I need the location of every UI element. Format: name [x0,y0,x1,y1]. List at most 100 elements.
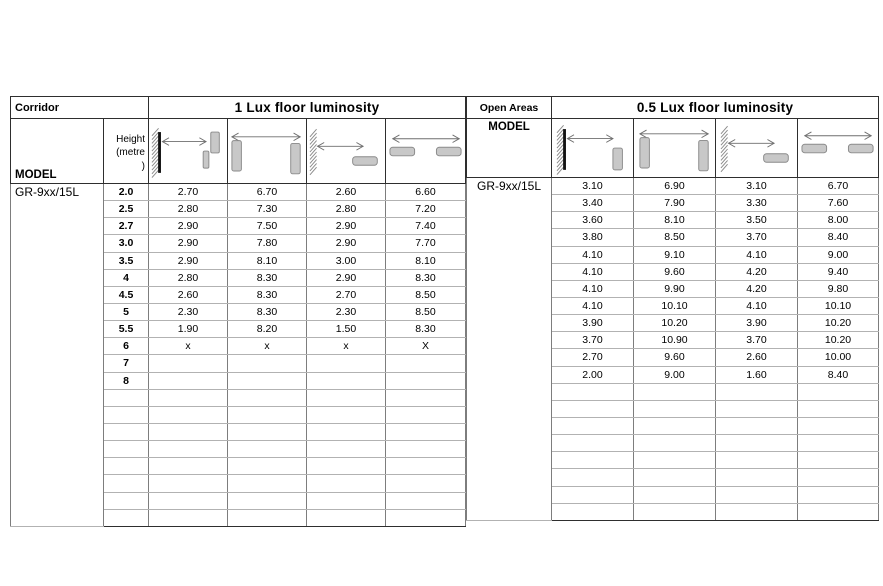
value-cell: 9.60 [633,348,716,367]
value-cell [715,416,798,436]
value-cell: 2.80 [306,200,386,219]
table-row: MODEL Height (metre ) [10,118,466,184]
value-cell: 1.60 [715,365,798,384]
table-row: GR-9xx/15L 2.0 2.70 6.70 2.60 6.60 [10,182,466,527]
height-cell: 3.0 [103,234,149,253]
value-cell: 8.30 [227,268,307,287]
table-row [11,422,466,442]
value-cell: 3.90 [551,314,634,333]
value-cell [715,451,798,470]
value-cell: 4.10 [551,262,634,281]
value-cell: 4.10 [551,279,634,298]
value-cell [551,399,634,418]
value-cell: 2.80 [148,268,228,287]
table-row: Open Areas 0.5 Lux floor luminosity [466,96,879,119]
value-cell [148,388,228,407]
value-cell: 9.60 [633,262,716,281]
table-row [11,508,466,527]
value-cell: 8.30 [385,320,466,339]
table-row: 5.5 1.90 8.20 1.50 8.30 [11,320,466,339]
value-cell [633,434,716,453]
table-row [11,388,466,407]
value-cell [633,382,716,401]
value-cell: 2.00 [551,365,634,384]
value-cell: 3.70 [715,331,798,350]
value-cell: 1.90 [148,320,228,339]
wall-sensor-to-wall-sensor-distance-icon [633,118,716,178]
value-cell: 8.40 [797,365,879,384]
value-cell: 2.90 [306,268,386,287]
value-cell: 2.80 [148,200,228,219]
value-cell: 8.30 [227,302,307,322]
model-header: MODEL [10,118,104,184]
value-cell [385,508,466,527]
value-cell [148,457,228,476]
table-row: 3.0 2.90 7.80 2.90 7.70 [11,234,466,253]
value-cell [306,491,386,510]
value-cell: 4.10 [715,296,798,316]
value-cell: 8.30 [227,285,307,304]
value-cell [633,399,716,418]
table-row: 4.10 9.10 4.10 9.00 [467,245,879,264]
value-cell [227,405,307,424]
value-cell [385,422,466,442]
table-row [467,416,879,436]
value-cell [551,451,634,470]
value-cell [148,371,228,390]
value-cell [797,502,879,521]
value-cell [551,468,634,487]
height-cell: 8 [103,371,149,390]
value-cell: 10.10 [797,296,879,316]
table-row [467,502,879,521]
value-cell: 2.60 [148,285,228,304]
wall-to-wall-sensor-distance-icon [551,118,634,178]
value-cell: 8.10 [385,251,466,270]
value-cell: x [148,337,228,356]
value-cell: 8.30 [385,268,466,287]
value-cell [715,485,798,504]
value-cell [551,485,634,504]
value-cell [148,474,228,493]
height-cell [103,388,149,407]
value-cell [797,468,879,487]
value-cell [148,440,228,459]
value-cell: 8.40 [797,228,879,247]
value-cell: 9.00 [633,365,716,384]
value-cell: 4.10 [551,296,634,316]
value-cell: 3.10 [551,176,634,196]
value-cell: 3.40 [551,194,634,213]
height-cell [103,508,149,527]
height-cell [103,405,149,424]
value-cell: 2.70 [148,182,228,202]
value-cell [797,485,879,504]
value-cell [715,502,798,521]
value-cell: 7.40 [385,217,466,236]
value-cell: 7.60 [797,194,879,213]
value-cell: 10.90 [633,331,716,350]
value-cell: 7.50 [227,217,307,236]
model-header: MODEL [466,118,552,178]
table-row [467,382,879,401]
value-cell: 8.10 [227,251,307,270]
height-cell: 2.0 [103,182,149,202]
value-cell: 9.80 [797,279,879,298]
wall-to-corner-sensor-distance-icon [148,118,228,184]
value-cell [715,382,798,401]
table-row: GR-9xx/15L 3.10 6.90 3.10 6.70 [466,176,879,521]
value-cell [551,434,634,453]
value-cell: 8.10 [633,211,716,230]
value-cell: 2.60 [306,182,386,202]
value-cell [227,474,307,493]
value-cell: 10.20 [633,314,716,333]
value-cell: 6.70 [227,182,307,202]
table-row [11,440,466,459]
value-cell: 7.80 [227,234,307,253]
value-cell [306,422,386,442]
value-cell [385,405,466,424]
luminosity-sheet: Corridor 1 Lux floor luminosity MODEL He… [10,96,879,527]
value-cell [306,457,386,476]
value-cell: x [227,337,307,356]
value-cell: 3.60 [551,211,634,230]
